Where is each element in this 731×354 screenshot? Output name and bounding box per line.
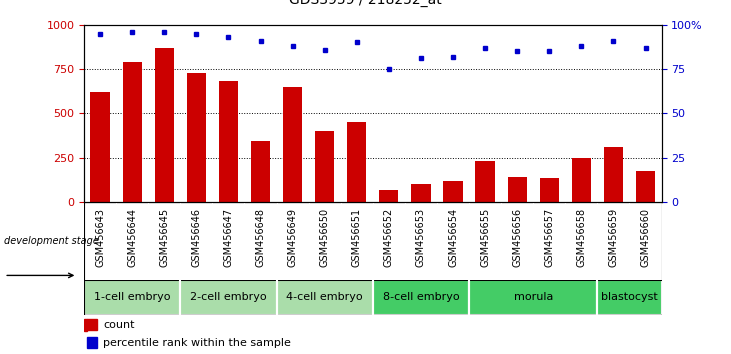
Text: GSM456657: GSM456657 — [545, 208, 554, 267]
Bar — [347, 122, 366, 202]
Text: GSM456643: GSM456643 — [95, 208, 105, 267]
Text: morula: morula — [514, 292, 553, 302]
Text: GSM456653: GSM456653 — [416, 208, 426, 267]
Bar — [123, 62, 142, 202]
Bar — [181, 280, 276, 315]
Bar — [251, 141, 270, 202]
Bar — [572, 158, 591, 202]
Text: GSM456652: GSM456652 — [384, 208, 394, 267]
Text: 2-cell embryo: 2-cell embryo — [190, 292, 267, 302]
Text: GSM456644: GSM456644 — [127, 208, 137, 267]
Bar — [84, 319, 87, 331]
Bar — [379, 190, 398, 202]
Bar — [475, 161, 495, 202]
Text: count: count — [103, 320, 135, 330]
Text: GSM456650: GSM456650 — [319, 208, 330, 267]
Text: development stage: development stage — [4, 236, 99, 246]
Text: 4-cell embryo: 4-cell embryo — [287, 292, 363, 302]
Text: GSM456648: GSM456648 — [256, 208, 265, 267]
Bar — [276, 280, 373, 315]
Text: blastocyst: blastocyst — [601, 292, 658, 302]
Text: GSM456645: GSM456645 — [159, 208, 170, 267]
Text: GSM456660: GSM456660 — [640, 208, 651, 267]
Text: GDS3959 / 218252_at: GDS3959 / 218252_at — [289, 0, 442, 7]
Bar — [84, 280, 181, 315]
Bar — [412, 184, 431, 202]
Text: GSM456651: GSM456651 — [352, 208, 362, 267]
Bar — [186, 73, 206, 202]
Bar — [283, 87, 302, 202]
Text: GSM456646: GSM456646 — [192, 208, 201, 267]
Bar — [315, 131, 334, 202]
Bar — [469, 280, 597, 315]
Bar — [87, 319, 97, 330]
Bar — [604, 147, 623, 202]
Text: GSM456655: GSM456655 — [480, 208, 490, 267]
Bar — [219, 81, 238, 202]
Text: GSM456656: GSM456656 — [512, 208, 522, 267]
Text: 8-cell embryo: 8-cell embryo — [382, 292, 459, 302]
Text: percentile rank within the sample: percentile rank within the sample — [103, 338, 291, 348]
Text: GSM456647: GSM456647 — [224, 208, 233, 267]
Text: 1-cell embryo: 1-cell embryo — [94, 292, 170, 302]
Bar — [373, 280, 469, 315]
Bar — [636, 171, 655, 202]
Bar — [507, 177, 527, 202]
Bar — [539, 178, 559, 202]
Bar — [597, 280, 662, 315]
Bar — [87, 337, 97, 348]
Bar — [91, 92, 110, 202]
Text: GSM456654: GSM456654 — [448, 208, 458, 267]
Bar — [155, 48, 174, 202]
Text: GSM456658: GSM456658 — [576, 208, 586, 267]
Text: GSM456649: GSM456649 — [287, 208, 298, 267]
Bar — [444, 181, 463, 202]
Text: GSM456659: GSM456659 — [608, 208, 618, 267]
